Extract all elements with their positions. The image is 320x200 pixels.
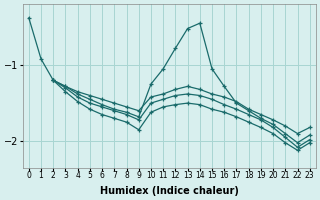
X-axis label: Humidex (Indice chaleur): Humidex (Indice chaleur)	[100, 186, 239, 196]
